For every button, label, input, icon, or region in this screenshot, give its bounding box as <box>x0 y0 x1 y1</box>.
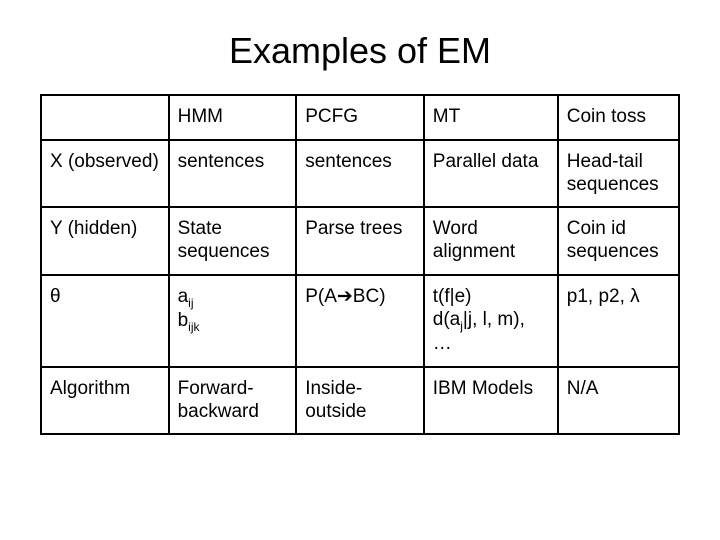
cell: Head-tail sequences <box>558 140 679 208</box>
table-header-row: HMM PCFG MT Coin toss <box>41 95 679 140</box>
slide: Examples of EM HMM PCFG MT Coin toss X (… <box>0 0 720 540</box>
a-sym: a <box>178 286 189 307</box>
cell: sentences <box>296 140 424 208</box>
pcfg-pre: P(A <box>305 286 337 307</box>
col-blank <box>41 95 169 140</box>
table-row: X (observed) sentences sentences Paralle… <box>41 140 679 208</box>
col-coin: Coin toss <box>558 95 679 140</box>
mt-line1: t(f|e) <box>433 286 472 307</box>
cell: Inside-outside <box>296 367 424 435</box>
cell-theta-pcfg: P(A➔BC) <box>296 275 424 367</box>
pcfg-tail: BC) <box>353 286 386 307</box>
cell: N/A <box>558 367 679 435</box>
cell: IBM Models <box>424 367 558 435</box>
cell: sentences <box>169 140 297 208</box>
b-sym: b <box>178 310 189 331</box>
cell-theta-mt: t(f|e) d(aj|j, l, m), … <box>424 275 558 367</box>
cell: Coin id sequences <box>558 207 679 275</box>
slide-title: Examples of EM <box>40 30 680 72</box>
arrow-icon: ➔ <box>337 286 353 307</box>
cell-theta-hmm: aij bijk <box>169 275 297 367</box>
table-row: Y (hidden) State sequences Parse trees W… <box>41 207 679 275</box>
col-pcfg: PCFG <box>296 95 424 140</box>
row-label-y: Y (hidden) <box>41 207 169 275</box>
mt-d-pre: d(a <box>433 309 460 330</box>
table-row: Algorithm Forward-backward Inside-outsid… <box>41 367 679 435</box>
cell: Word alignment <box>424 207 558 275</box>
col-hmm: HMM <box>169 95 297 140</box>
cell: Parse trees <box>296 207 424 275</box>
cell: State sequences <box>169 207 297 275</box>
cell: Parallel data <box>424 140 558 208</box>
row-label-theta: θ <box>41 275 169 367</box>
cell-theta-coin: p1, p2, λ <box>558 275 679 367</box>
b-sub: ijk <box>188 320 199 334</box>
row-label-alg: Algorithm <box>41 367 169 435</box>
col-mt: MT <box>424 95 558 140</box>
row-label-x: X (observed) <box>41 140 169 208</box>
a-sub: ij <box>188 296 193 310</box>
cell: Forward-backward <box>169 367 297 435</box>
em-table: HMM PCFG MT Coin toss X (observed) sente… <box>40 94 680 435</box>
table-row: θ aij bijk P(A➔BC) t(f|e) d(aj|j, l, m),… <box>41 275 679 367</box>
